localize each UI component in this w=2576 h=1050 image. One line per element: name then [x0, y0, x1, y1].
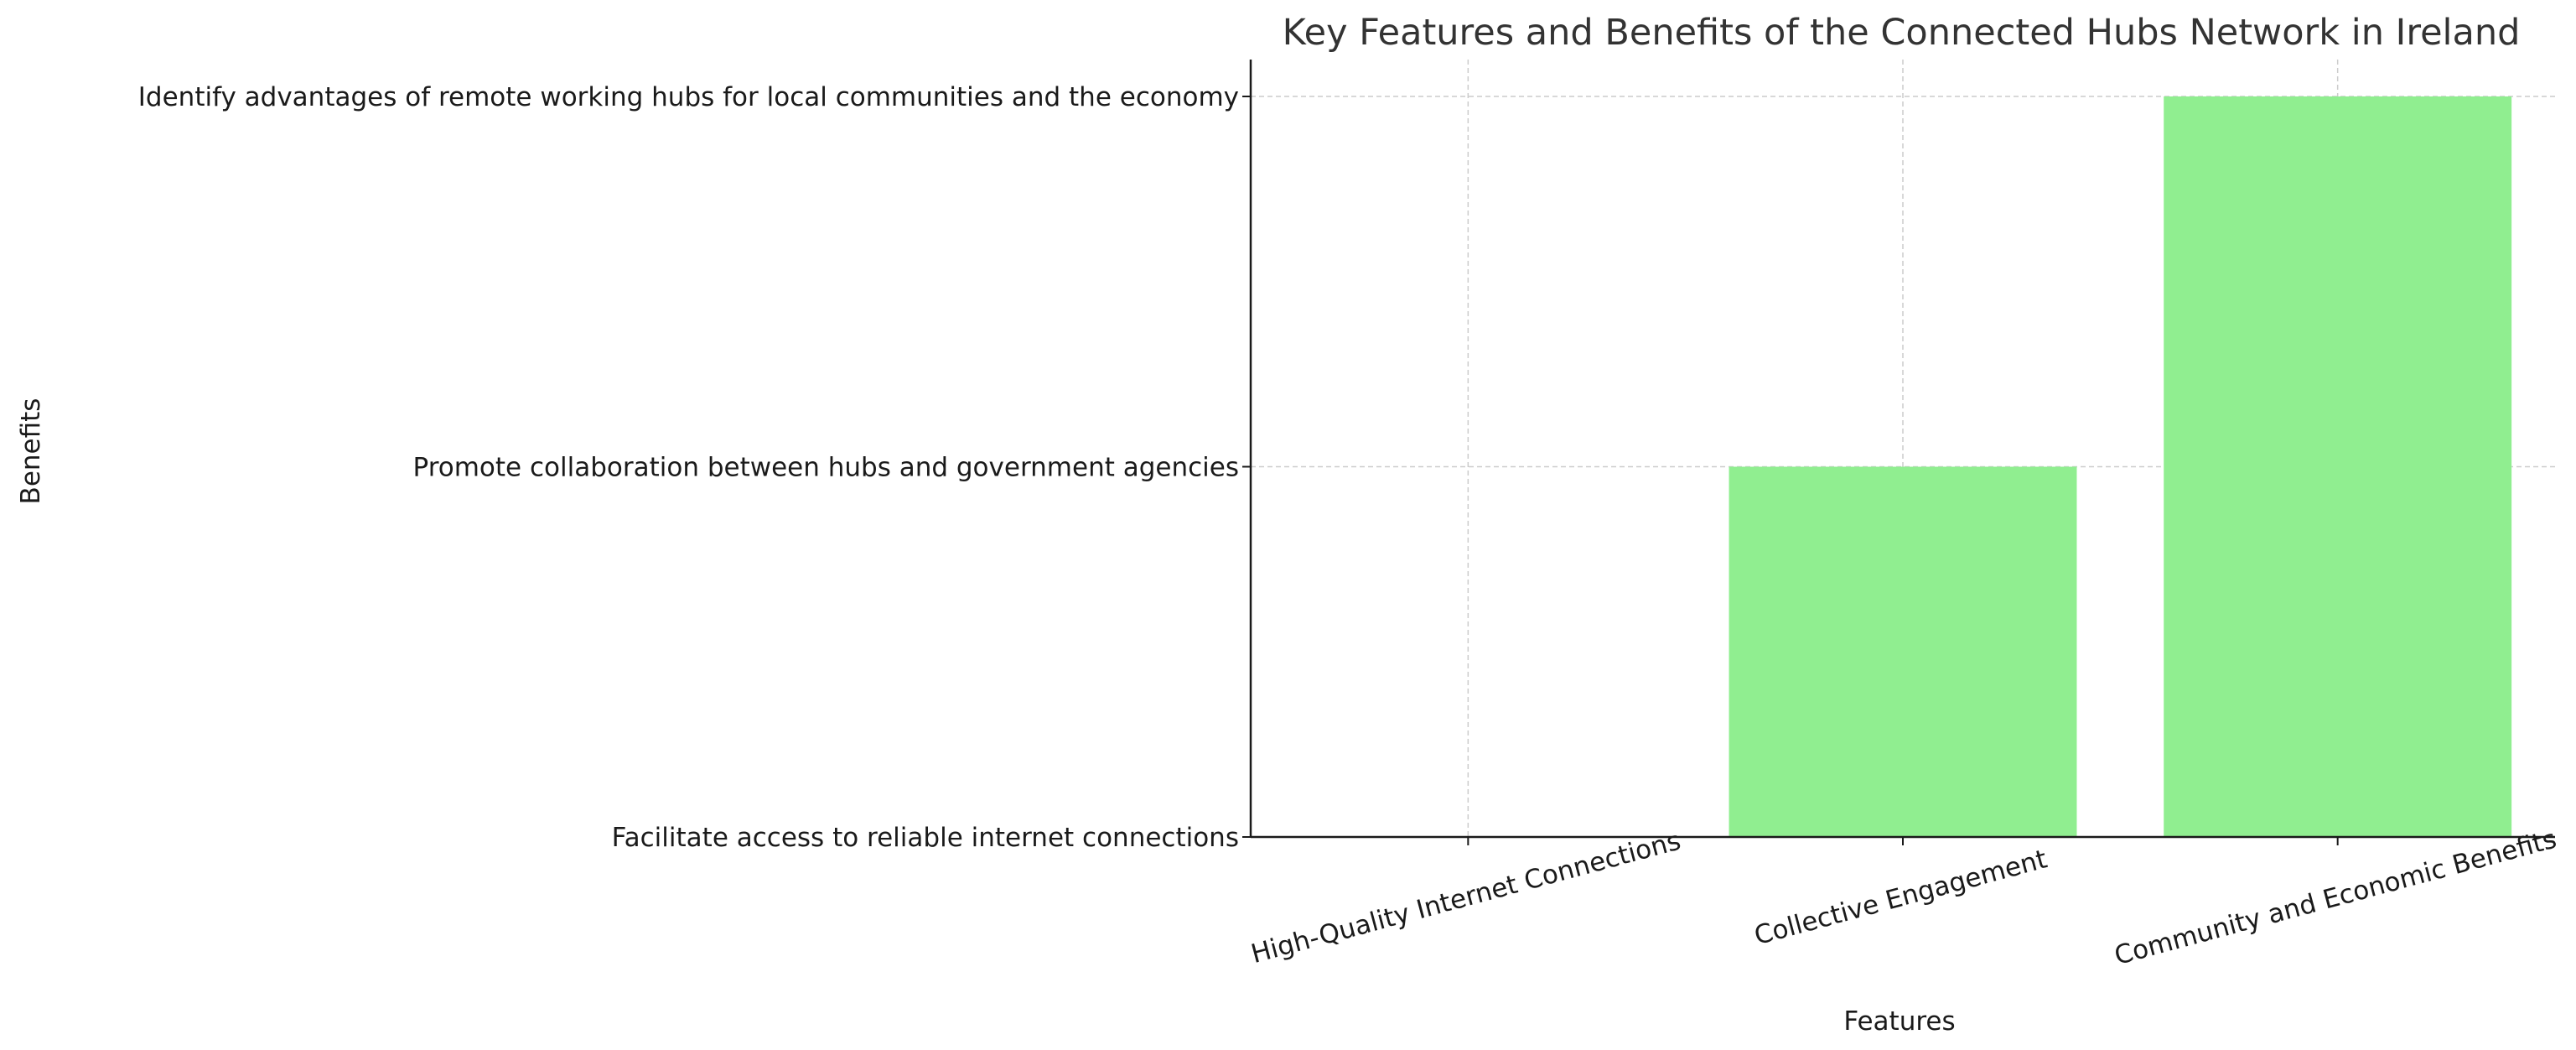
- y-tick-label: Facilitate access to reliable internet c…: [612, 823, 1239, 853]
- bar: [2164, 96, 2512, 837]
- y-tick-label: Promote collaboration between hubs and g…: [413, 453, 1239, 483]
- x-axis-title: Features: [1843, 1006, 1955, 1037]
- y-tick-label: Identify advantages of remote working hu…: [138, 82, 1239, 112]
- x-tick-label: Collective Engagement: [1751, 844, 2050, 951]
- axes: [1242, 60, 2555, 845]
- y-tick-labels: Facilitate access to reliable internet c…: [138, 82, 1239, 853]
- x-tick-labels: High-Quality Internet Connections Collect…: [1248, 824, 2560, 972]
- bar: [1729, 466, 2077, 837]
- bars: [1729, 96, 2512, 837]
- x-tick-label: Community and Economic Benefits: [2112, 824, 2560, 972]
- y-axis-title: Benefits: [16, 398, 46, 505]
- x-tick-label: High-Quality Internet Connections: [1248, 826, 1684, 970]
- chart-title: Key Features and Benefits of the Connect…: [1283, 12, 2521, 54]
